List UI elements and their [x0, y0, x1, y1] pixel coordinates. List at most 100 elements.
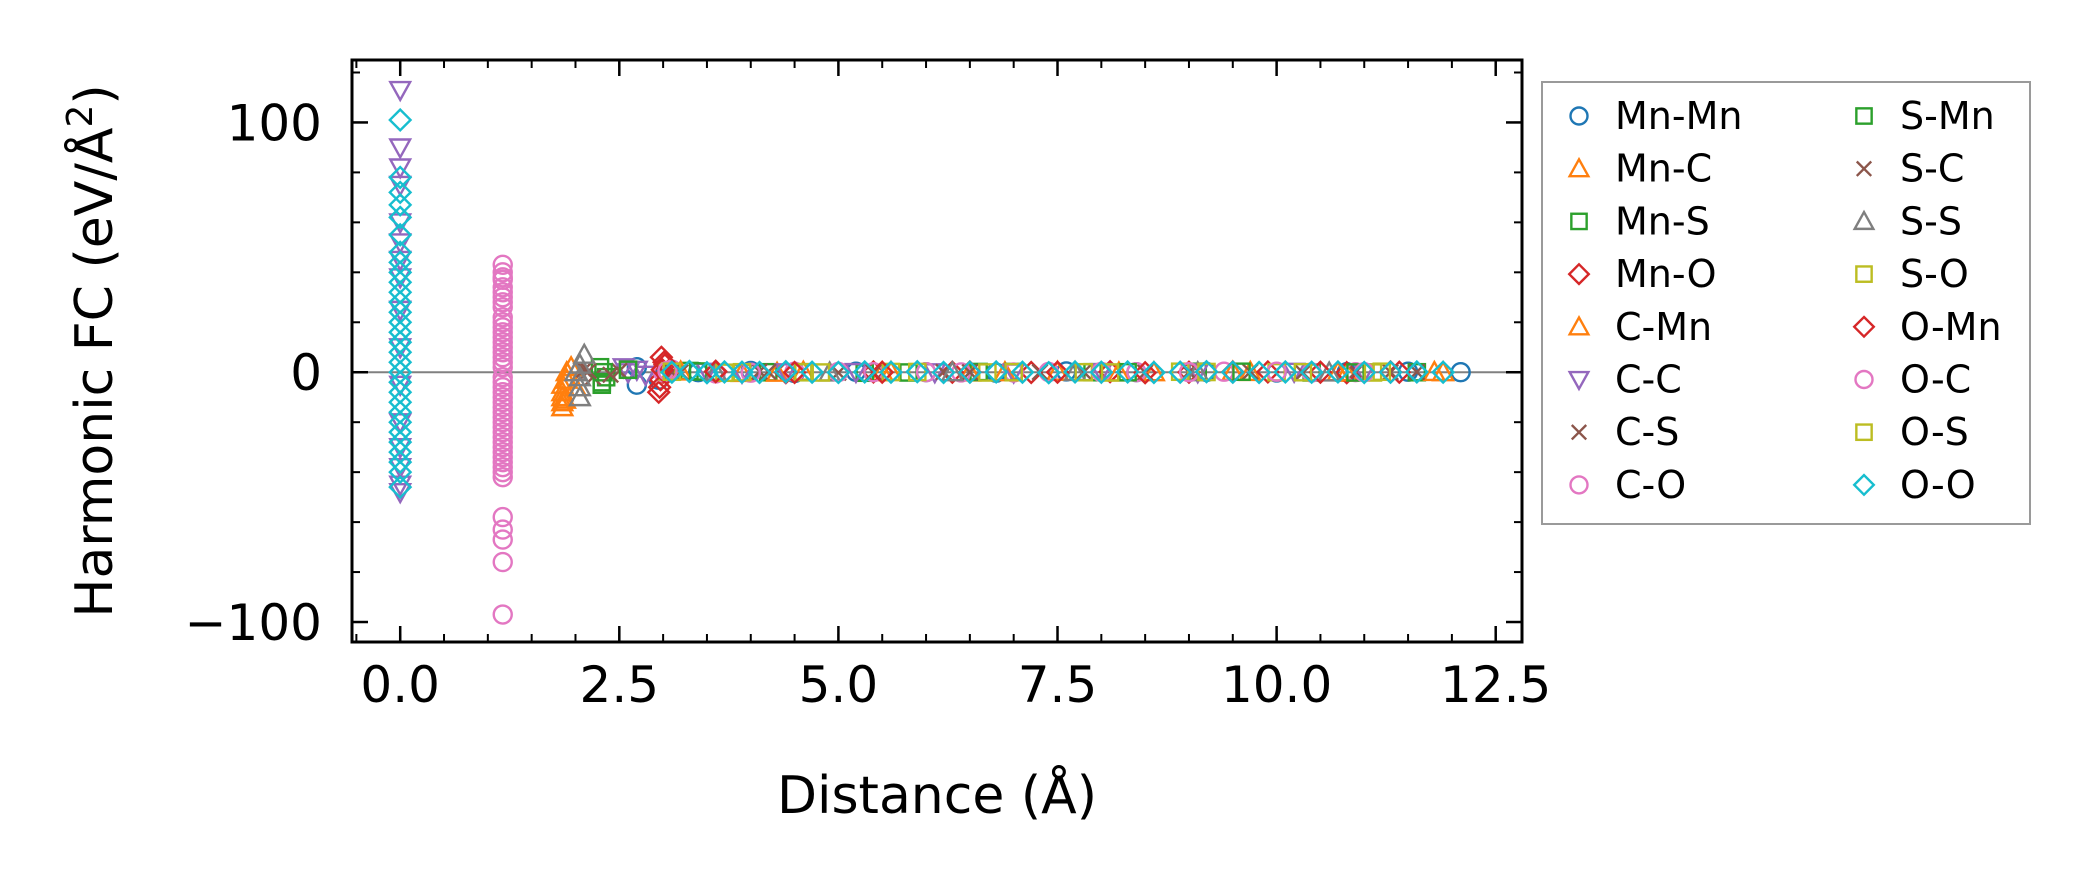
data-point-o-o: [1062, 359, 1088, 385]
data-point-o-o: [388, 180, 413, 205]
data-point-c-o: [492, 367, 513, 388]
axis-ticks: [352, 60, 1522, 642]
data-point-o-c: [492, 461, 513, 483]
data-point-s-mn: [618, 360, 638, 380]
data-point-mn-o: [1176, 360, 1202, 385]
data-point-o-o: [388, 450, 413, 475]
data-point-o-o: [1325, 359, 1351, 385]
data-point-c-c: [843, 362, 868, 385]
data-point-c-c: [388, 233, 413, 255]
data-point-c-o: [492, 426, 513, 448]
data-point-o-c: [492, 292, 513, 313]
legend-marker-o-o: [1852, 473, 1876, 497]
data-point-c-o: [492, 456, 513, 478]
data-point-c-o: [492, 519, 513, 540]
data-point-c-o: [492, 287, 513, 308]
x-tick-label: 10.0: [1221, 656, 1332, 714]
data-point-o-o: [388, 205, 413, 230]
data-point-s-c: [602, 366, 620, 384]
data-point-o-o: [1352, 360, 1377, 385]
series-c-c: [388, 80, 1377, 505]
data-point-o-o: [388, 222, 413, 247]
data-point-c-o: [492, 377, 513, 398]
legend-label-s-mn: S-Mn: [1900, 94, 1995, 138]
data-point-c-mn: [1422, 359, 1447, 382]
data-point-o-mn: [782, 360, 807, 385]
data-point-o-o: [1115, 359, 1140, 385]
data-point-s-o: [881, 362, 901, 382]
x-tick-label: 7.5: [1018, 656, 1098, 714]
legend-marker-o-s: [1855, 423, 1873, 442]
data-point-c-o: [492, 466, 513, 488]
data-point-o-o: [1299, 360, 1324, 385]
data-point-c-o: [492, 506, 513, 528]
data-point-o-c: [492, 312, 513, 333]
data-point-o-o: [1010, 360, 1035, 385]
legend-label-mn-c: Mn-C: [1615, 147, 1712, 191]
data-point-o-c: [492, 401, 513, 423]
data-point-o-c: [492, 372, 513, 393]
data-point-c-o: [492, 347, 513, 368]
legend-label-mn-o: Mn-O: [1615, 252, 1717, 296]
data-point-o-o: [747, 360, 772, 385]
data-point-c-o: [492, 529, 513, 550]
data-point-mn-o: [1255, 359, 1280, 385]
data-point-o-o: [388, 165, 413, 190]
legend-marker-c-o: [1569, 475, 1589, 495]
data-point-o-o: [677, 359, 702, 384]
data-point-s-s: [563, 359, 588, 382]
data-point-o-o: [712, 359, 737, 385]
data-point-c-o: [492, 254, 513, 276]
data-point-o-o: [800, 360, 825, 385]
data-point-o-o: [729, 360, 755, 385]
data-point-o-c: [492, 342, 513, 363]
data-point-o-c: [492, 392, 513, 413]
data-point-c-o: [492, 357, 513, 378]
legend-label-s-o: S-O: [1900, 252, 1969, 296]
data-point-o-c: [492, 421, 513, 443]
y-tick-label: 0: [290, 344, 322, 402]
data-point-s-mn: [592, 372, 612, 392]
data-point-c-o: [492, 551, 513, 573]
data-point-c-o: [492, 387, 513, 408]
data-point-c-mn: [765, 360, 789, 382]
data-point-c-mn: [553, 387, 577, 409]
data-point-o-mn: [647, 375, 672, 400]
y-axis-label: Harmonic FC (eV/Å2): [60, 84, 125, 617]
data-point-o-s: [907, 362, 927, 382]
legend-marker-s-c: [1855, 160, 1873, 177]
data-point-o-c: [492, 352, 513, 373]
data-point-o-mn: [703, 359, 728, 384]
data-point-c-c: [773, 363, 798, 385]
y-tick-label: 100: [227, 94, 322, 152]
data-point-o-o: [388, 475, 413, 500]
data-point-o-mn: [1308, 360, 1333, 385]
legend-box: [1541, 81, 2031, 525]
x-tick-label: 0.0: [360, 656, 440, 714]
y-axis-label-superscript: 2: [60, 105, 101, 128]
data-point-o-o: [826, 360, 851, 385]
legend-marker-o-c: [1854, 369, 1874, 390]
legend-marker-c-c: [1567, 370, 1591, 392]
x-axis-label: Distance (Å): [777, 764, 1097, 826]
legend-marker-c-s: [1570, 424, 1588, 441]
data-point-o-o: [984, 359, 1009, 385]
axis-tick-labels: 0.0 2.5 5.0 7.5 10.0 12.5 −100 0 100: [185, 94, 1552, 714]
data-point-c-o: [492, 397, 513, 418]
data-point-o-o: [1431, 360, 1456, 385]
legend-label-mn-s: Mn-S: [1615, 199, 1710, 243]
data-point-c-mn: [559, 354, 584, 377]
legend-label-o-mn: O-Mn: [1900, 305, 2002, 349]
data-point-o-o: [1220, 360, 1245, 385]
data-point-c-o: [492, 446, 513, 468]
series-o-o: [388, 107, 1456, 500]
data-point-o-c: [492, 322, 513, 343]
data-point-o-o: [852, 359, 877, 385]
series-s-s: [563, 342, 1342, 407]
data-point-o-o: [1247, 360, 1272, 385]
legend-label-s-c: S-C: [1900, 147, 1964, 191]
data-point-c-o: [492, 411, 513, 433]
data-markers: [388, 80, 1471, 625]
legend-marker-mn-s: [1570, 212, 1588, 231]
data-point-o-o: [1378, 360, 1403, 385]
